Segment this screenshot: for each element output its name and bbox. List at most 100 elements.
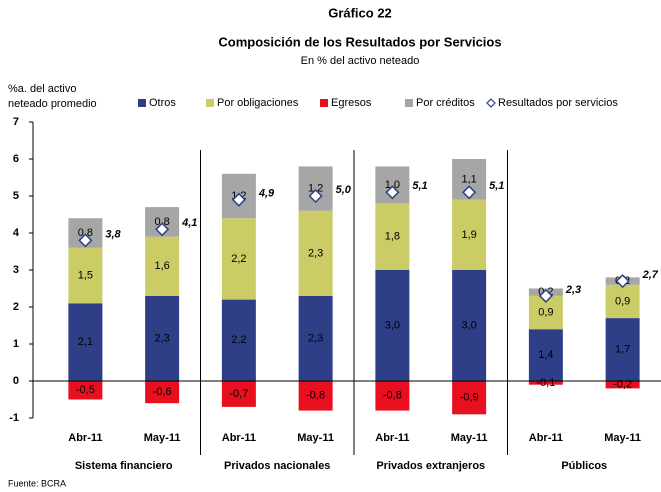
y-tick-label: 7 (13, 116, 19, 128)
result-label: 5,1 (489, 180, 504, 192)
chart-note: En % del activo neteado (301, 55, 420, 67)
x-tick-label: Abr-11 (375, 432, 409, 444)
data-label: -0,2 (613, 379, 632, 391)
data-label: -0,5 (76, 384, 95, 396)
data-label: 1,8 (385, 231, 400, 243)
legend-label: Otros (149, 97, 176, 109)
marker (538, 288, 553, 303)
bar-segment (68, 247, 103, 304)
bar-segment (298, 166, 333, 211)
result-label: 5,0 (336, 184, 352, 196)
data-label: -0,9 (460, 392, 479, 404)
y-axis-label: %a. del activo (8, 83, 76, 95)
bar-segment (375, 381, 410, 411)
marker (385, 185, 400, 200)
bar-segment (68, 303, 103, 381)
source: Fuente: BCRA (8, 478, 66, 488)
bar-segment (145, 381, 180, 404)
marker (231, 192, 246, 207)
bar-segment (221, 218, 256, 300)
bar-segment (375, 203, 410, 270)
data-label: 1,1 (461, 173, 476, 185)
chart-subtitle: Composición de los Resultados por Servic… (218, 34, 501, 49)
bar-segment (605, 381, 640, 389)
data-label: 1,5 (78, 269, 93, 281)
data-label: 2,3 (154, 332, 169, 344)
group-label: Públicos (561, 460, 607, 472)
bar-segment (375, 270, 410, 381)
y-tick-label: -1 (9, 412, 19, 424)
data-label: 2,2 (231, 253, 246, 265)
marker (155, 222, 170, 237)
bar-segment (452, 381, 487, 415)
bar-segment (298, 381, 333, 411)
bar-segment (145, 236, 180, 296)
group-label: Privados extranjeros (376, 460, 485, 472)
bar-segment (452, 270, 487, 381)
y-tick-label: 6 (13, 153, 19, 165)
legend-swatch (206, 99, 214, 107)
data-label: 1,4 (538, 349, 553, 361)
x-tick-label: Abr-11 (222, 432, 256, 444)
data-label: 2,1 (78, 336, 93, 348)
data-label: -0,8 (383, 390, 402, 402)
result-label: 4,9 (258, 188, 275, 200)
y-tick-label: 5 (13, 190, 19, 202)
bar-segment (221, 299, 256, 381)
legend-swatch (320, 99, 328, 107)
data-label: 2,3 (308, 332, 323, 344)
data-label: -0,7 (229, 388, 248, 400)
result-label: 2,7 (642, 269, 659, 281)
group-label: Sistema financiero (75, 460, 173, 472)
data-label: 2,2 (231, 334, 246, 346)
group-label: Privados nacionales (224, 460, 330, 472)
data-label: -0,6 (153, 386, 172, 398)
data-label: 3,0 (385, 319, 400, 331)
legend-swatch (405, 99, 413, 107)
y-tick-label: 4 (13, 227, 20, 239)
x-tick-label: May-11 (144, 432, 181, 444)
marker (308, 188, 323, 204)
data-label: 1,2 (308, 183, 323, 195)
data-label: 0,8 (78, 227, 93, 239)
y-tick-label: 2 (13, 301, 19, 313)
data-label: 0,8 (154, 216, 169, 228)
result-label: 5,1 (412, 180, 427, 192)
legend-label: Por obligaciones (217, 97, 299, 109)
legend-marker (486, 98, 496, 108)
bar-segment (528, 381, 563, 385)
x-tick-label: May-11 (297, 432, 334, 444)
data-label: 0,9 (538, 306, 553, 318)
y-axis-label: neteado promedio (8, 98, 97, 110)
result-label: 4,1 (181, 217, 197, 229)
x-tick-label: May-11 (451, 432, 488, 444)
marker (78, 233, 93, 248)
data-label: 1,7 (615, 343, 630, 355)
bar-segment (605, 318, 640, 381)
data-label: 1,0 (385, 179, 400, 191)
x-tick-label: Abr-11 (68, 432, 102, 444)
data-label: -0,1 (536, 377, 555, 389)
bar-segment (145, 295, 180, 381)
x-tick-label: May-11 (604, 432, 641, 444)
bar-segment (221, 381, 256, 407)
y-tick-label: 0 (13, 375, 19, 387)
marker (462, 185, 477, 200)
result-label: 3,8 (105, 228, 121, 240)
data-label: 2,3 (308, 247, 323, 259)
legend-swatch (138, 99, 146, 107)
y-tick-label: 1 (13, 338, 19, 350)
legend-label: Por créditos (416, 97, 475, 109)
data-label: 1,9 (461, 229, 476, 241)
result-label: 2,3 (565, 284, 581, 296)
marker (615, 274, 630, 289)
bar-segment (298, 295, 333, 381)
data-label: 3,0 (461, 319, 476, 331)
legend-label: Egresos (331, 97, 372, 109)
chart-title: Gráfico 22 (328, 5, 392, 20)
data-label: -0,8 (306, 390, 325, 402)
bar-segment (68, 381, 103, 400)
bar-segment (298, 210, 333, 296)
legend-label: Resultados por servicios (498, 97, 618, 109)
